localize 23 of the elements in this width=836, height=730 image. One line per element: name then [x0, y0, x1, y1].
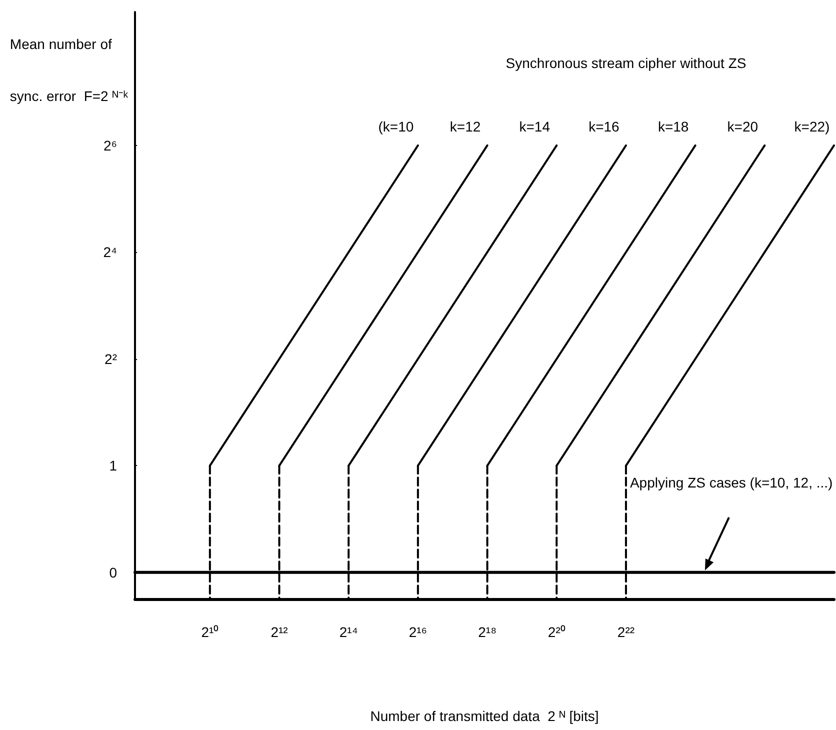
- y-tick-label: 1: [109, 458, 118, 474]
- y-tick-label: 2⁴: [103, 244, 117, 260]
- y-tick-label: 2⁶: [103, 137, 117, 154]
- text: Mean number of sync. error F=2 ᴺ⁻ᵏ: [10, 36, 128, 104]
- x-tick-label: 2¹²: [270, 624, 288, 640]
- series-label: k=18: [658, 118, 689, 134]
- series-label: k=22): [794, 118, 830, 134]
- series-label: k=20: [727, 118, 758, 134]
- x-tick-label: 2¹⁰: [201, 624, 219, 640]
- x-tick-label: 2¹⁸: [478, 624, 497, 640]
- x-axis-title: Number of transmitted data 2 ᴺ [bits]: [370, 708, 599, 724]
- x-tick-label: 2²⁰: [548, 624, 566, 640]
- series-label: k=12: [450, 118, 481, 134]
- x-tick-label: 2¹⁴: [339, 624, 358, 640]
- series-label: k=16: [588, 118, 620, 134]
- series-label: (k=10: [378, 118, 414, 134]
- x-tick-label: 2¹⁶: [408, 624, 428, 640]
- annotation: Applying ZS cases (k=10, 12, ...): [630, 474, 833, 491]
- series-label: k=14: [519, 118, 550, 134]
- y-tick-label: 2²: [104, 350, 118, 367]
- y-tick-label: 0: [109, 564, 118, 580]
- x-tick-label: 2²²: [617, 624, 635, 640]
- annotation: Synchronous stream cipher without ZS: [506, 55, 746, 71]
